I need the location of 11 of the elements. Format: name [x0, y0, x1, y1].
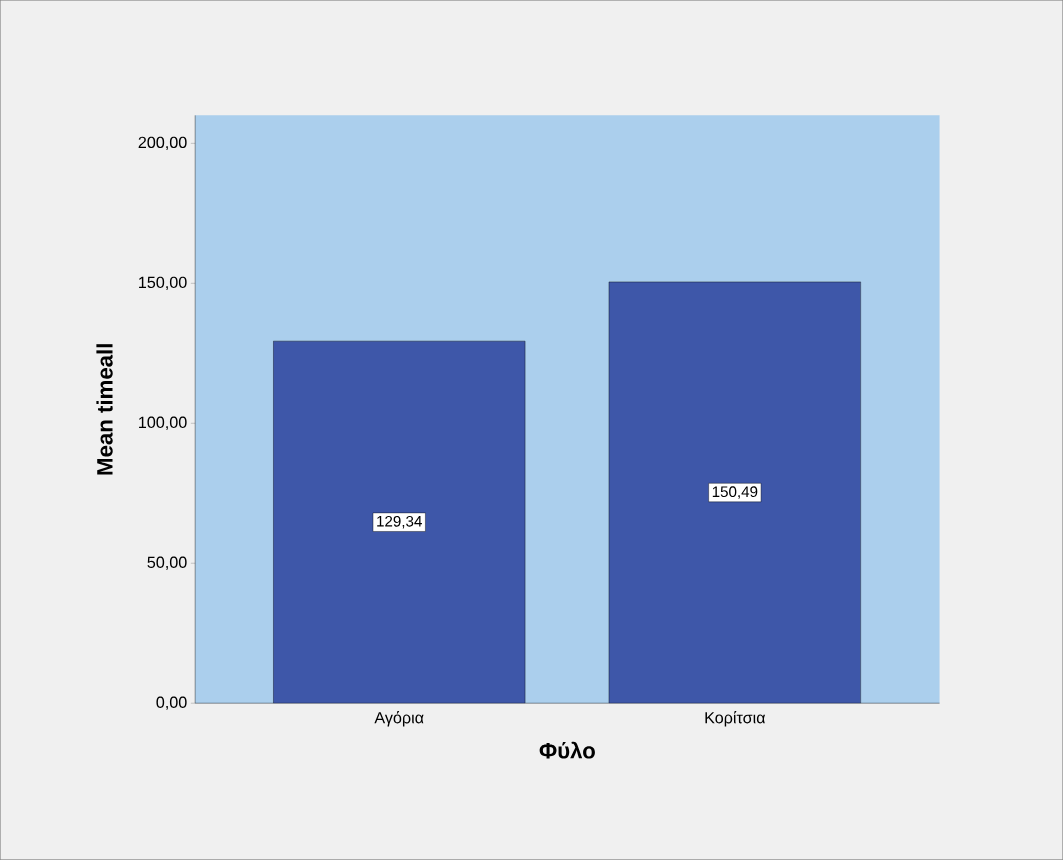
x-tick-label: Αγόρια: [374, 711, 424, 727]
y-tick-label: 50,00: [147, 556, 187, 570]
y-tick-label: 200,00: [138, 136, 187, 151]
x-tick-label: Κορίτσια: [705, 711, 766, 727]
y-tick-label: 0,00: [156, 696, 187, 710]
data-label: 150,49: [712, 486, 758, 499]
y-tick-label: 100,00: [139, 416, 187, 430]
x-axis-title: Φύλο: [539, 741, 595, 759]
y-tick-label: 150,00: [139, 276, 187, 290]
data-label: 129,34: [377, 515, 422, 529]
y-axis-title: Mean timeall: [96, 344, 113, 475]
